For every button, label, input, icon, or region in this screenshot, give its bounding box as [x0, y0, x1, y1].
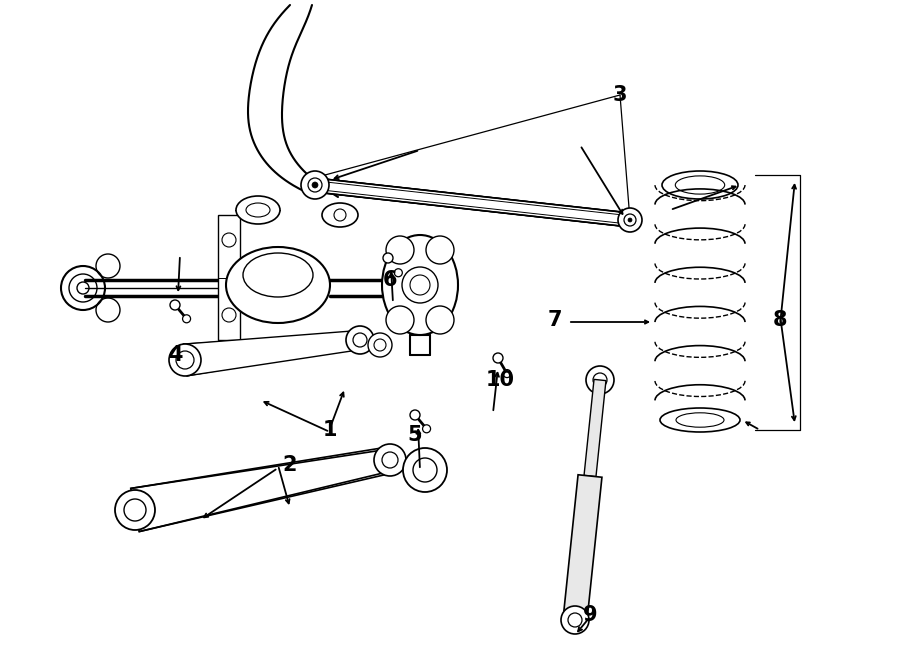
Circle shape	[394, 269, 402, 277]
Ellipse shape	[243, 253, 313, 297]
Circle shape	[312, 182, 318, 188]
Ellipse shape	[226, 247, 330, 323]
Polygon shape	[584, 379, 606, 477]
Circle shape	[410, 410, 420, 420]
Text: 4: 4	[167, 345, 182, 365]
Circle shape	[403, 448, 447, 492]
Text: 6: 6	[382, 270, 397, 290]
Circle shape	[346, 326, 374, 354]
Circle shape	[624, 214, 636, 226]
Circle shape	[561, 606, 589, 634]
Circle shape	[402, 267, 438, 303]
Ellipse shape	[660, 408, 740, 432]
Circle shape	[124, 499, 146, 521]
Circle shape	[170, 300, 180, 310]
Circle shape	[115, 490, 155, 530]
Circle shape	[586, 366, 614, 394]
Polygon shape	[563, 475, 602, 621]
Circle shape	[301, 171, 329, 199]
Text: 2: 2	[283, 455, 297, 475]
Circle shape	[183, 315, 191, 323]
Text: 9: 9	[582, 605, 598, 625]
Circle shape	[410, 275, 430, 295]
Ellipse shape	[675, 176, 724, 194]
Circle shape	[386, 236, 414, 264]
Polygon shape	[184, 330, 361, 376]
Circle shape	[368, 333, 392, 357]
Ellipse shape	[322, 203, 358, 227]
Ellipse shape	[676, 413, 724, 427]
Polygon shape	[130, 447, 392, 531]
Polygon shape	[314, 178, 631, 227]
Ellipse shape	[236, 196, 280, 224]
Circle shape	[176, 351, 194, 369]
Circle shape	[423, 425, 430, 433]
Circle shape	[374, 339, 386, 351]
Ellipse shape	[662, 171, 738, 199]
Circle shape	[353, 333, 367, 347]
Circle shape	[386, 306, 414, 334]
Ellipse shape	[246, 203, 270, 217]
Circle shape	[593, 373, 607, 387]
Circle shape	[426, 306, 454, 334]
Ellipse shape	[382, 235, 458, 335]
Circle shape	[426, 236, 454, 264]
Circle shape	[568, 613, 582, 627]
Text: 3: 3	[613, 85, 627, 105]
Text: 5: 5	[408, 425, 422, 445]
Circle shape	[383, 253, 393, 263]
Bar	[218, 215, 240, 340]
Circle shape	[618, 208, 642, 232]
Text: 7: 7	[548, 310, 562, 330]
Circle shape	[493, 353, 503, 363]
Text: 10: 10	[485, 370, 515, 390]
Circle shape	[503, 369, 511, 377]
Text: 1: 1	[323, 420, 338, 440]
Circle shape	[308, 178, 322, 192]
Circle shape	[382, 452, 398, 468]
Circle shape	[413, 458, 437, 482]
Text: 8: 8	[773, 310, 788, 330]
Circle shape	[374, 444, 406, 476]
Circle shape	[628, 218, 632, 222]
Circle shape	[169, 344, 201, 376]
